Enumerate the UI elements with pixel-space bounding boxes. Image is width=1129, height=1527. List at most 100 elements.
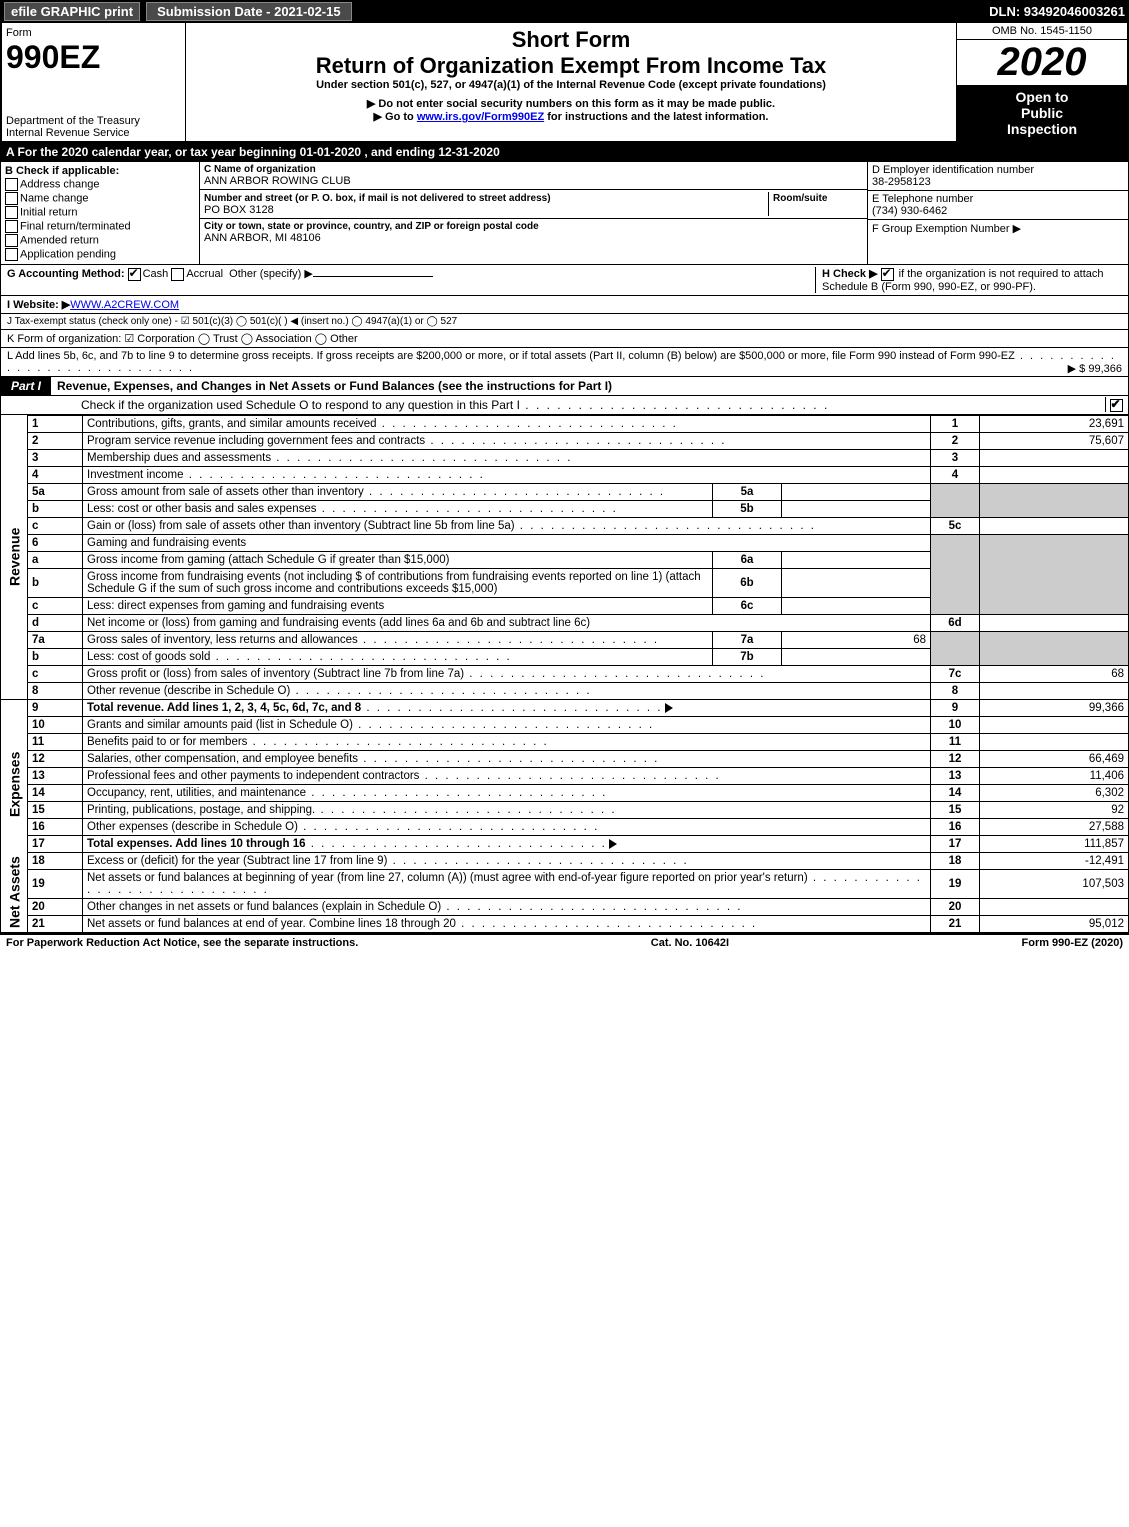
section-c: C Name of organization ANN ARBOR ROWING … (200, 162, 867, 264)
dept-treasury: Department of the Treasury Internal Reve… (6, 115, 181, 139)
part-1-schedule-o-check: Check if the organization used Schedule … (0, 396, 1129, 415)
part-1-title: Revenue, Expenses, and Changes in Net As… (51, 377, 1128, 395)
header-center: Short Form Return of Organization Exempt… (186, 23, 956, 141)
line-3-value (980, 449, 1129, 466)
short-form-label: Short Form (190, 27, 952, 53)
efile-top-bar: efile GRAPHIC print Submission Date - 20… (0, 0, 1129, 23)
website-link[interactable]: WWW.A2CREW.COM (70, 299, 179, 311)
line-17-value: 111,857 (980, 835, 1129, 852)
checkbox-cash[interactable] (128, 268, 141, 281)
form-header: Form 990EZ Department of the Treasury In… (0, 23, 1129, 143)
line-5c-value (980, 517, 1129, 534)
header-left: Form 990EZ Department of the Treasury In… (2, 23, 186, 141)
expenses-side-label: Expenses (1, 716, 28, 852)
address-value: PO BOX 3128 (204, 204, 274, 216)
efile-print-button[interactable]: efile GRAPHIC print (4, 2, 140, 21)
line-6c-subvalue (782, 597, 931, 614)
irs-link[interactable]: www.irs.gov/Form990EZ (417, 111, 544, 123)
row-l: L Add lines 5b, 6c, and 7b to line 9 to … (0, 348, 1129, 377)
row-g: G Accounting Method: Cash Accrual Other … (7, 267, 815, 293)
line-7a-subvalue: 68 (782, 631, 931, 648)
row-i: I Website: ▶WWW.A2CREW.COM (0, 296, 1129, 314)
line-10-value (980, 716, 1129, 733)
org-name-label: C Name of organization (204, 164, 863, 175)
part-1-tag: Part I (1, 377, 51, 395)
row-k: K Form of organization: ☑ Corporation ◯ … (0, 330, 1129, 348)
form-subtitle: Under section 501(c), 527, or 4947(a)(1)… (190, 79, 952, 91)
checkbox-accrual[interactable] (171, 268, 184, 281)
line-6b-subvalue (782, 568, 931, 597)
line-19-value: 107,503 (980, 869, 1129, 898)
form-word: Form (6, 27, 32, 39)
section-b-header: B Check if applicable: (5, 165, 195, 177)
checkbox-part1-schedule-o[interactable] (1110, 399, 1123, 412)
gross-receipts-amount: ▶ $ 99,366 (1068, 362, 1122, 375)
line-18-value: -12,491 (980, 852, 1129, 869)
room-suite-label: Room/suite (773, 193, 827, 204)
line-9-value: 99,366 (980, 699, 1129, 716)
line-12-value: 66,469 (980, 750, 1129, 767)
city-label: City or town, state or province, country… (204, 221, 863, 232)
telephone-value: (734) 930-6462 (872, 205, 947, 217)
form-number: 990EZ (6, 39, 100, 75)
open-inspection: Open to Public Inspection (957, 85, 1127, 141)
tax-year: 2020 (957, 40, 1127, 85)
footer-paperwork: For Paperwork Reduction Act Notice, see … (6, 937, 358, 949)
group-exemption-label: F Group Exemption Number ▶ (872, 223, 1021, 235)
ein-value: 38-2958123 (872, 176, 931, 188)
omb-number: OMB No. 1545-1150 (957, 23, 1127, 40)
line-15-value: 92 (980, 801, 1129, 818)
row-j: J Tax-exempt status (check only one) - ☑… (0, 314, 1129, 330)
org-info-block: B Check if applicable: Address change Na… (0, 161, 1129, 265)
city-value: ANN ARBOR, MI 48106 (204, 232, 863, 244)
tax-period-bar: A For the 2020 calendar year, or tax yea… (0, 143, 1129, 161)
footer-catalog: Cat. No. 10642I (651, 937, 729, 949)
line-14-value: 6,302 (980, 784, 1129, 801)
arrow-icon (665, 703, 673, 713)
line-5a-subvalue (782, 483, 931, 500)
other-specify-input[interactable] (313, 276, 433, 277)
line-2-value: 75,607 (980, 432, 1129, 449)
form-title: Return of Organization Exempt From Incom… (190, 53, 952, 79)
ein-label: D Employer identification number (872, 164, 1034, 176)
part-1-table: Revenue 1 Contributions, gifts, grants, … (0, 415, 1129, 933)
line-7c-value: 68 (980, 665, 1129, 682)
instructions-link-line: ▶ Go to www.irs.gov/Form990EZ for instru… (190, 110, 952, 123)
line-8-value (980, 682, 1129, 699)
org-name: ANN ARBOR ROWING CLUB (204, 175, 863, 187)
line-21-value: 95,012 (980, 915, 1129, 932)
part-1-header: Part I Revenue, Expenses, and Changes in… (0, 377, 1129, 396)
line-4-value (980, 466, 1129, 483)
footer-form-id: Form 990-EZ (2020) (1022, 937, 1123, 949)
telephone-label: E Telephone number (872, 193, 973, 205)
page-footer: For Paperwork Reduction Act Notice, see … (0, 933, 1129, 951)
line-6a-subvalue (782, 551, 931, 568)
line-16-value: 27,588 (980, 818, 1129, 835)
checkbox-amended-return[interactable] (5, 234, 18, 247)
line-7b-subvalue (782, 648, 931, 665)
dln-label: DLN: 93492046003261 (989, 4, 1125, 19)
arrow-icon (609, 839, 617, 849)
header-right: OMB No. 1545-1150 2020 Open to Public In… (956, 23, 1127, 141)
revenue-side-label: Revenue (1, 415, 28, 699)
line-11-value (980, 733, 1129, 750)
checkbox-name-change[interactable] (5, 192, 18, 205)
line-13-value: 11,406 (980, 767, 1129, 784)
submission-date: Submission Date - 2021-02-15 (146, 2, 352, 21)
line-1-value: 23,691 (980, 415, 1129, 432)
checkbox-address-change[interactable] (5, 178, 18, 191)
ssn-warning: ▶ Do not enter social security numbers o… (190, 97, 952, 110)
checkbox-application-pending[interactable] (5, 248, 18, 261)
checkbox-final-return[interactable] (5, 220, 18, 233)
row-g-h: G Accounting Method: Cash Accrual Other … (0, 265, 1129, 296)
line-5b-subvalue (782, 500, 931, 517)
net-assets-side-label: Net Assets (1, 852, 28, 932)
section-b: B Check if applicable: Address change Na… (1, 162, 200, 264)
row-h: H Check ▶ if the organization is not req… (815, 267, 1122, 293)
checkbox-schedule-b[interactable] (881, 268, 894, 281)
checkbox-initial-return[interactable] (5, 206, 18, 219)
address-label: Number and street (or P. O. box, if mail… (204, 193, 551, 204)
line-6d-value (980, 614, 1129, 631)
section-d-e-f: D Employer identification number 38-2958… (867, 162, 1128, 264)
line-20-value (980, 898, 1129, 915)
